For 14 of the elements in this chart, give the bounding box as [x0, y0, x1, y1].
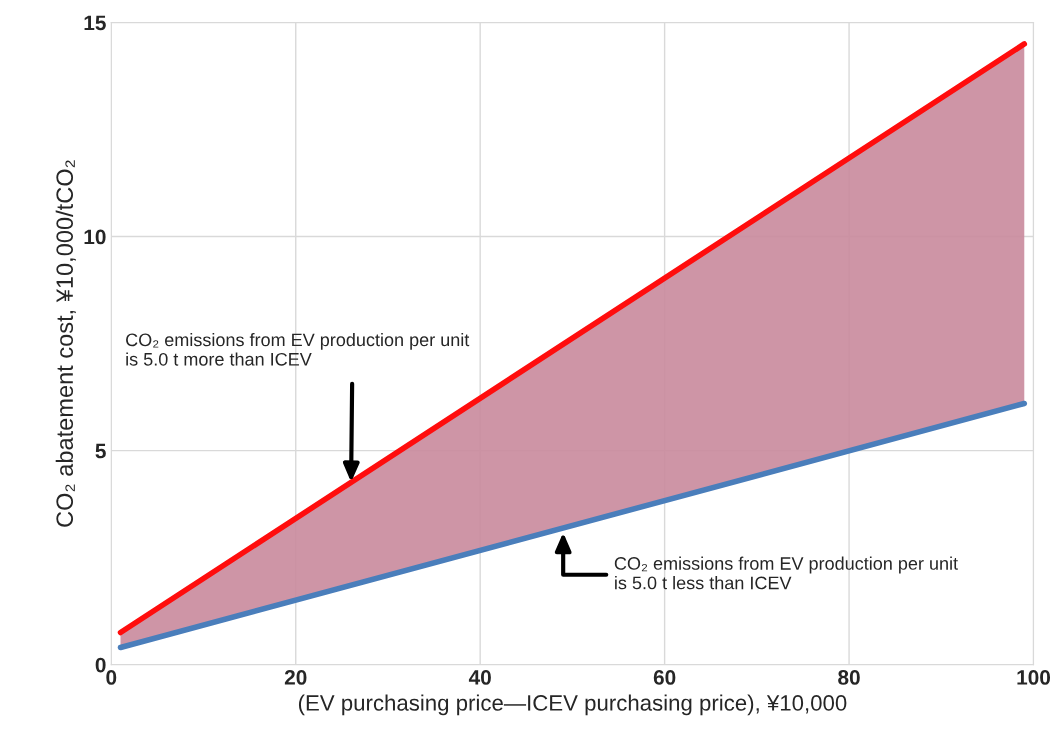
annotation: CO₂ emissions from EV production per unit is 5.0 t more than ICEV	[126, 332, 470, 366]
y-tick-label: 5	[95, 443, 106, 459]
y-tick-label: 10	[84, 229, 106, 245]
y-tick-label: 0	[95, 657, 106, 673]
y-axis-title: CO₂ abatement cost, ¥10,000/tCO₂	[55, 160, 76, 527]
annotation: CO₂ emissions from EV production per unit is 5.0 t less than ICEV	[614, 556, 958, 590]
x-tick-label: 0	[106, 670, 117, 685]
x-tick-label: 20	[284, 670, 307, 685]
y-tick-label: 15	[84, 15, 106, 31]
x-tick-label: 40	[468, 670, 491, 685]
x-tick-label: 80	[838, 670, 860, 685]
x-axis-title: (EV purchasing price―ICEV purchasing price), ¥10,000	[298, 694, 847, 716]
x-tick-label: 100	[1017, 670, 1051, 685]
x-tick-label: 60	[653, 670, 676, 685]
